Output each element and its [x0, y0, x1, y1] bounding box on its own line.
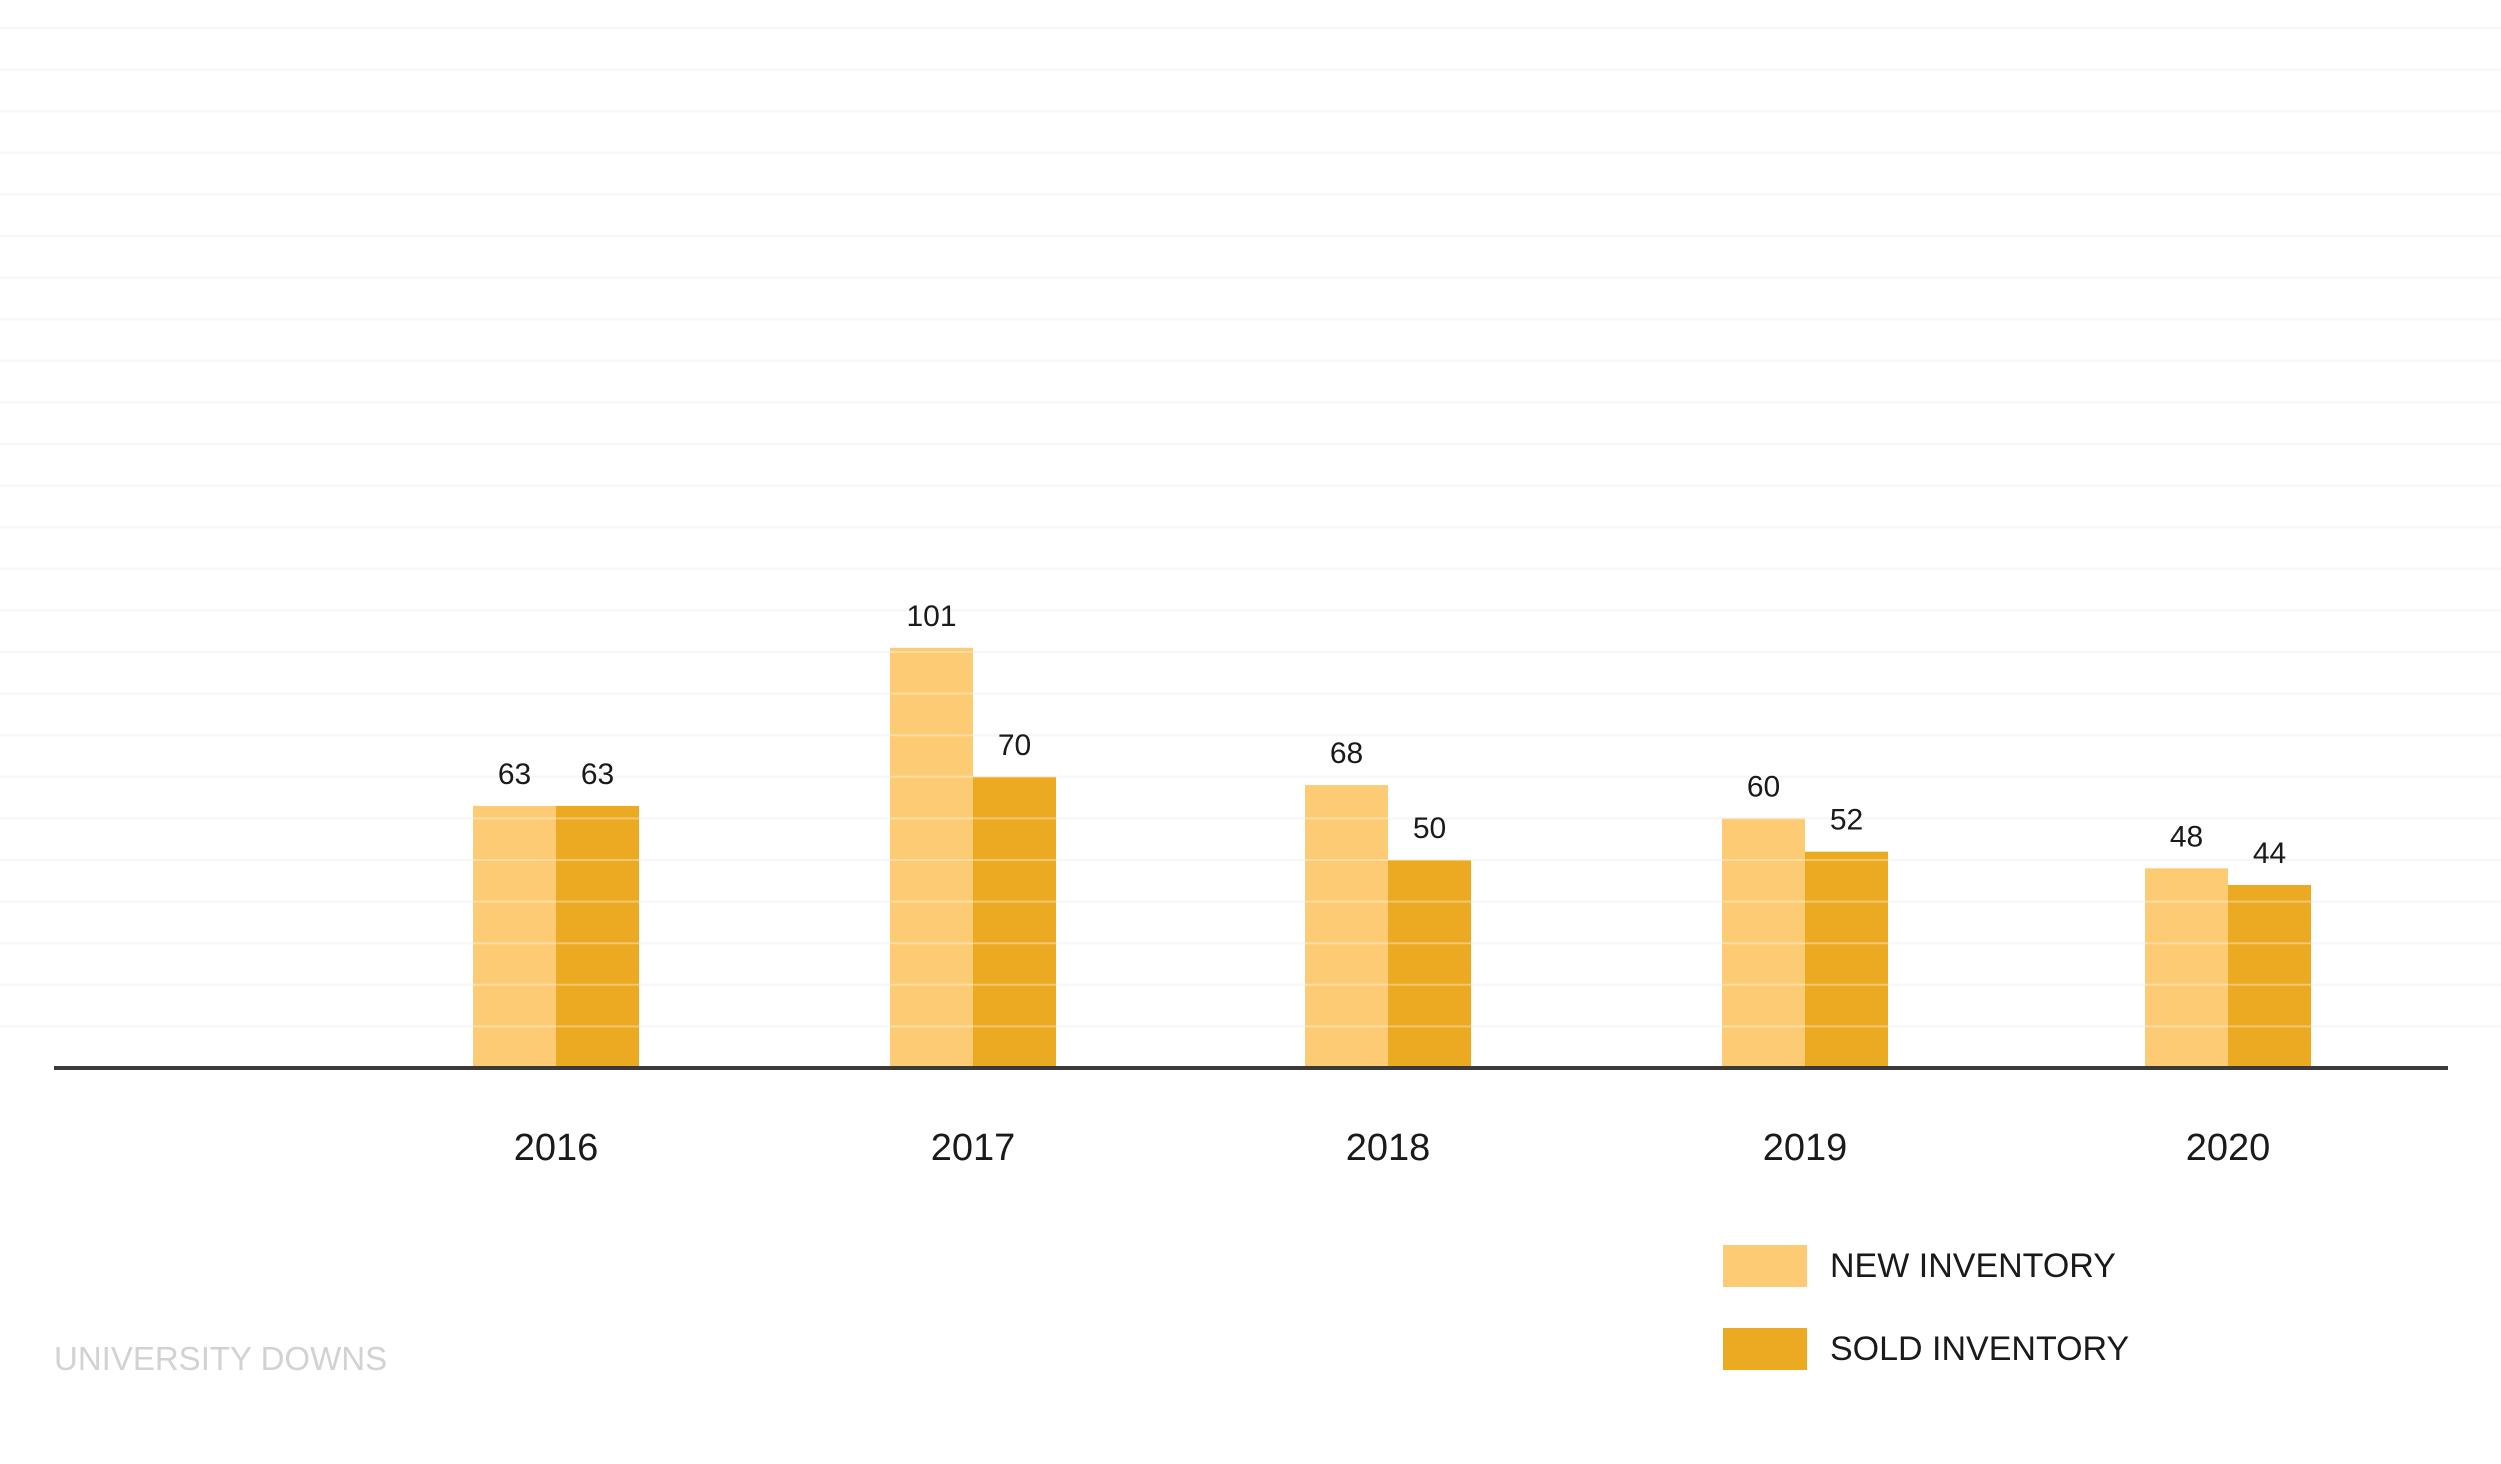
- new-inventory-value-label-2018: 68: [1330, 737, 1363, 770]
- legend-swatch-new-inventory: [1723, 1245, 1807, 1287]
- legend: NEW INVENTORY SOLD INVENTORY: [1723, 1245, 2129, 1370]
- sold-inventory-value-label-2020: 44: [2253, 837, 2286, 870]
- sold-inventory-bar-2020: [2228, 884, 2311, 1068]
- legend-swatch-sold-inventory: [1723, 1328, 1807, 1370]
- x-tick-label-2018: 2018: [1346, 1127, 1431, 1169]
- bars: [473, 647, 2311, 1068]
- x-tick-label-2016: 2016: [514, 1127, 599, 1169]
- data-labels: 63 63 101 70 68 50 60 52 48 44: [498, 600, 2286, 870]
- new-inventory-bar-2019: [1722, 818, 1805, 1068]
- sold-inventory-bar-2016: [556, 805, 639, 1068]
- sold-inventory-value-label-2017: 70: [998, 729, 1031, 762]
- x-tick-label-2019: 2019: [1763, 1127, 1848, 1169]
- new-inventory-value-label-2019: 60: [1747, 770, 1780, 803]
- legend-label-sold-inventory: SOLD INVENTORY: [1830, 1330, 2129, 1368]
- x-tick-label-2017: 2017: [931, 1127, 1016, 1169]
- new-inventory-bar-2020: [2145, 868, 2228, 1068]
- sold-inventory-bar-2019: [1805, 851, 1888, 1068]
- sold-inventory-value-label-2019: 52: [1830, 804, 1863, 837]
- bar-grid-overlay: [0, 27, 2501, 1028]
- x-tick-labels: 2016 2017 2018 2019 2020: [514, 1127, 2271, 1169]
- new-inventory-value-label-2017: 101: [906, 600, 956, 633]
- sold-inventory-bar-2017: [973, 776, 1056, 1068]
- gridlines: [0, 27, 2501, 1028]
- new-inventory-value-label-2020: 48: [2170, 820, 2203, 853]
- legend-label-new-inventory: NEW INVENTORY: [1830, 1247, 2116, 1285]
- new-inventory-value-label-2016: 63: [498, 758, 531, 791]
- sold-inventory-bar-2018: [1388, 860, 1471, 1068]
- watermark-text: UNIVERSITY DOWNS: [54, 1340, 387, 1377]
- new-inventory-bar-2016: [473, 805, 556, 1068]
- sold-inventory-value-label-2018: 50: [1413, 812, 1446, 845]
- x-tick-label-2020: 2020: [2186, 1127, 2271, 1169]
- new-inventory-bar-2018: [1305, 785, 1388, 1068]
- sold-inventory-value-label-2016: 63: [581, 758, 614, 791]
- new-inventory-bar-2017: [890, 647, 973, 1068]
